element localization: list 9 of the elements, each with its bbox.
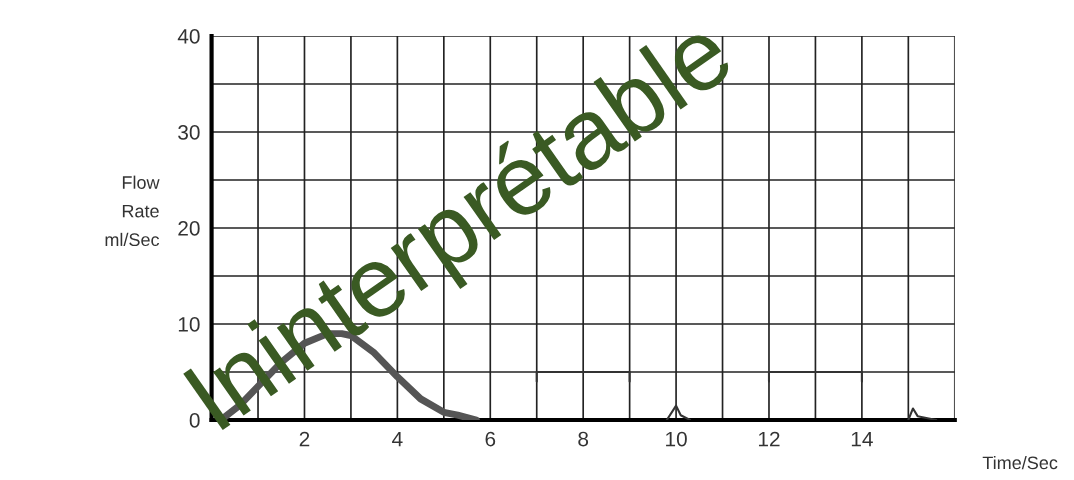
x-tick-label: 2 [299,431,310,447]
x-axis-title: Time/Sec [982,455,1058,470]
x-tick-label: 10 [666,431,687,447]
x-tick-label: 6 [485,431,496,447]
x-tick-label: 14 [851,431,873,447]
x-tick-label: 4 [392,431,403,447]
x-tick-label: 12 [758,431,780,447]
y-axis-title: Flow Rate ml/Sec [105,175,160,247]
x-tick-label: 8 [578,431,589,447]
